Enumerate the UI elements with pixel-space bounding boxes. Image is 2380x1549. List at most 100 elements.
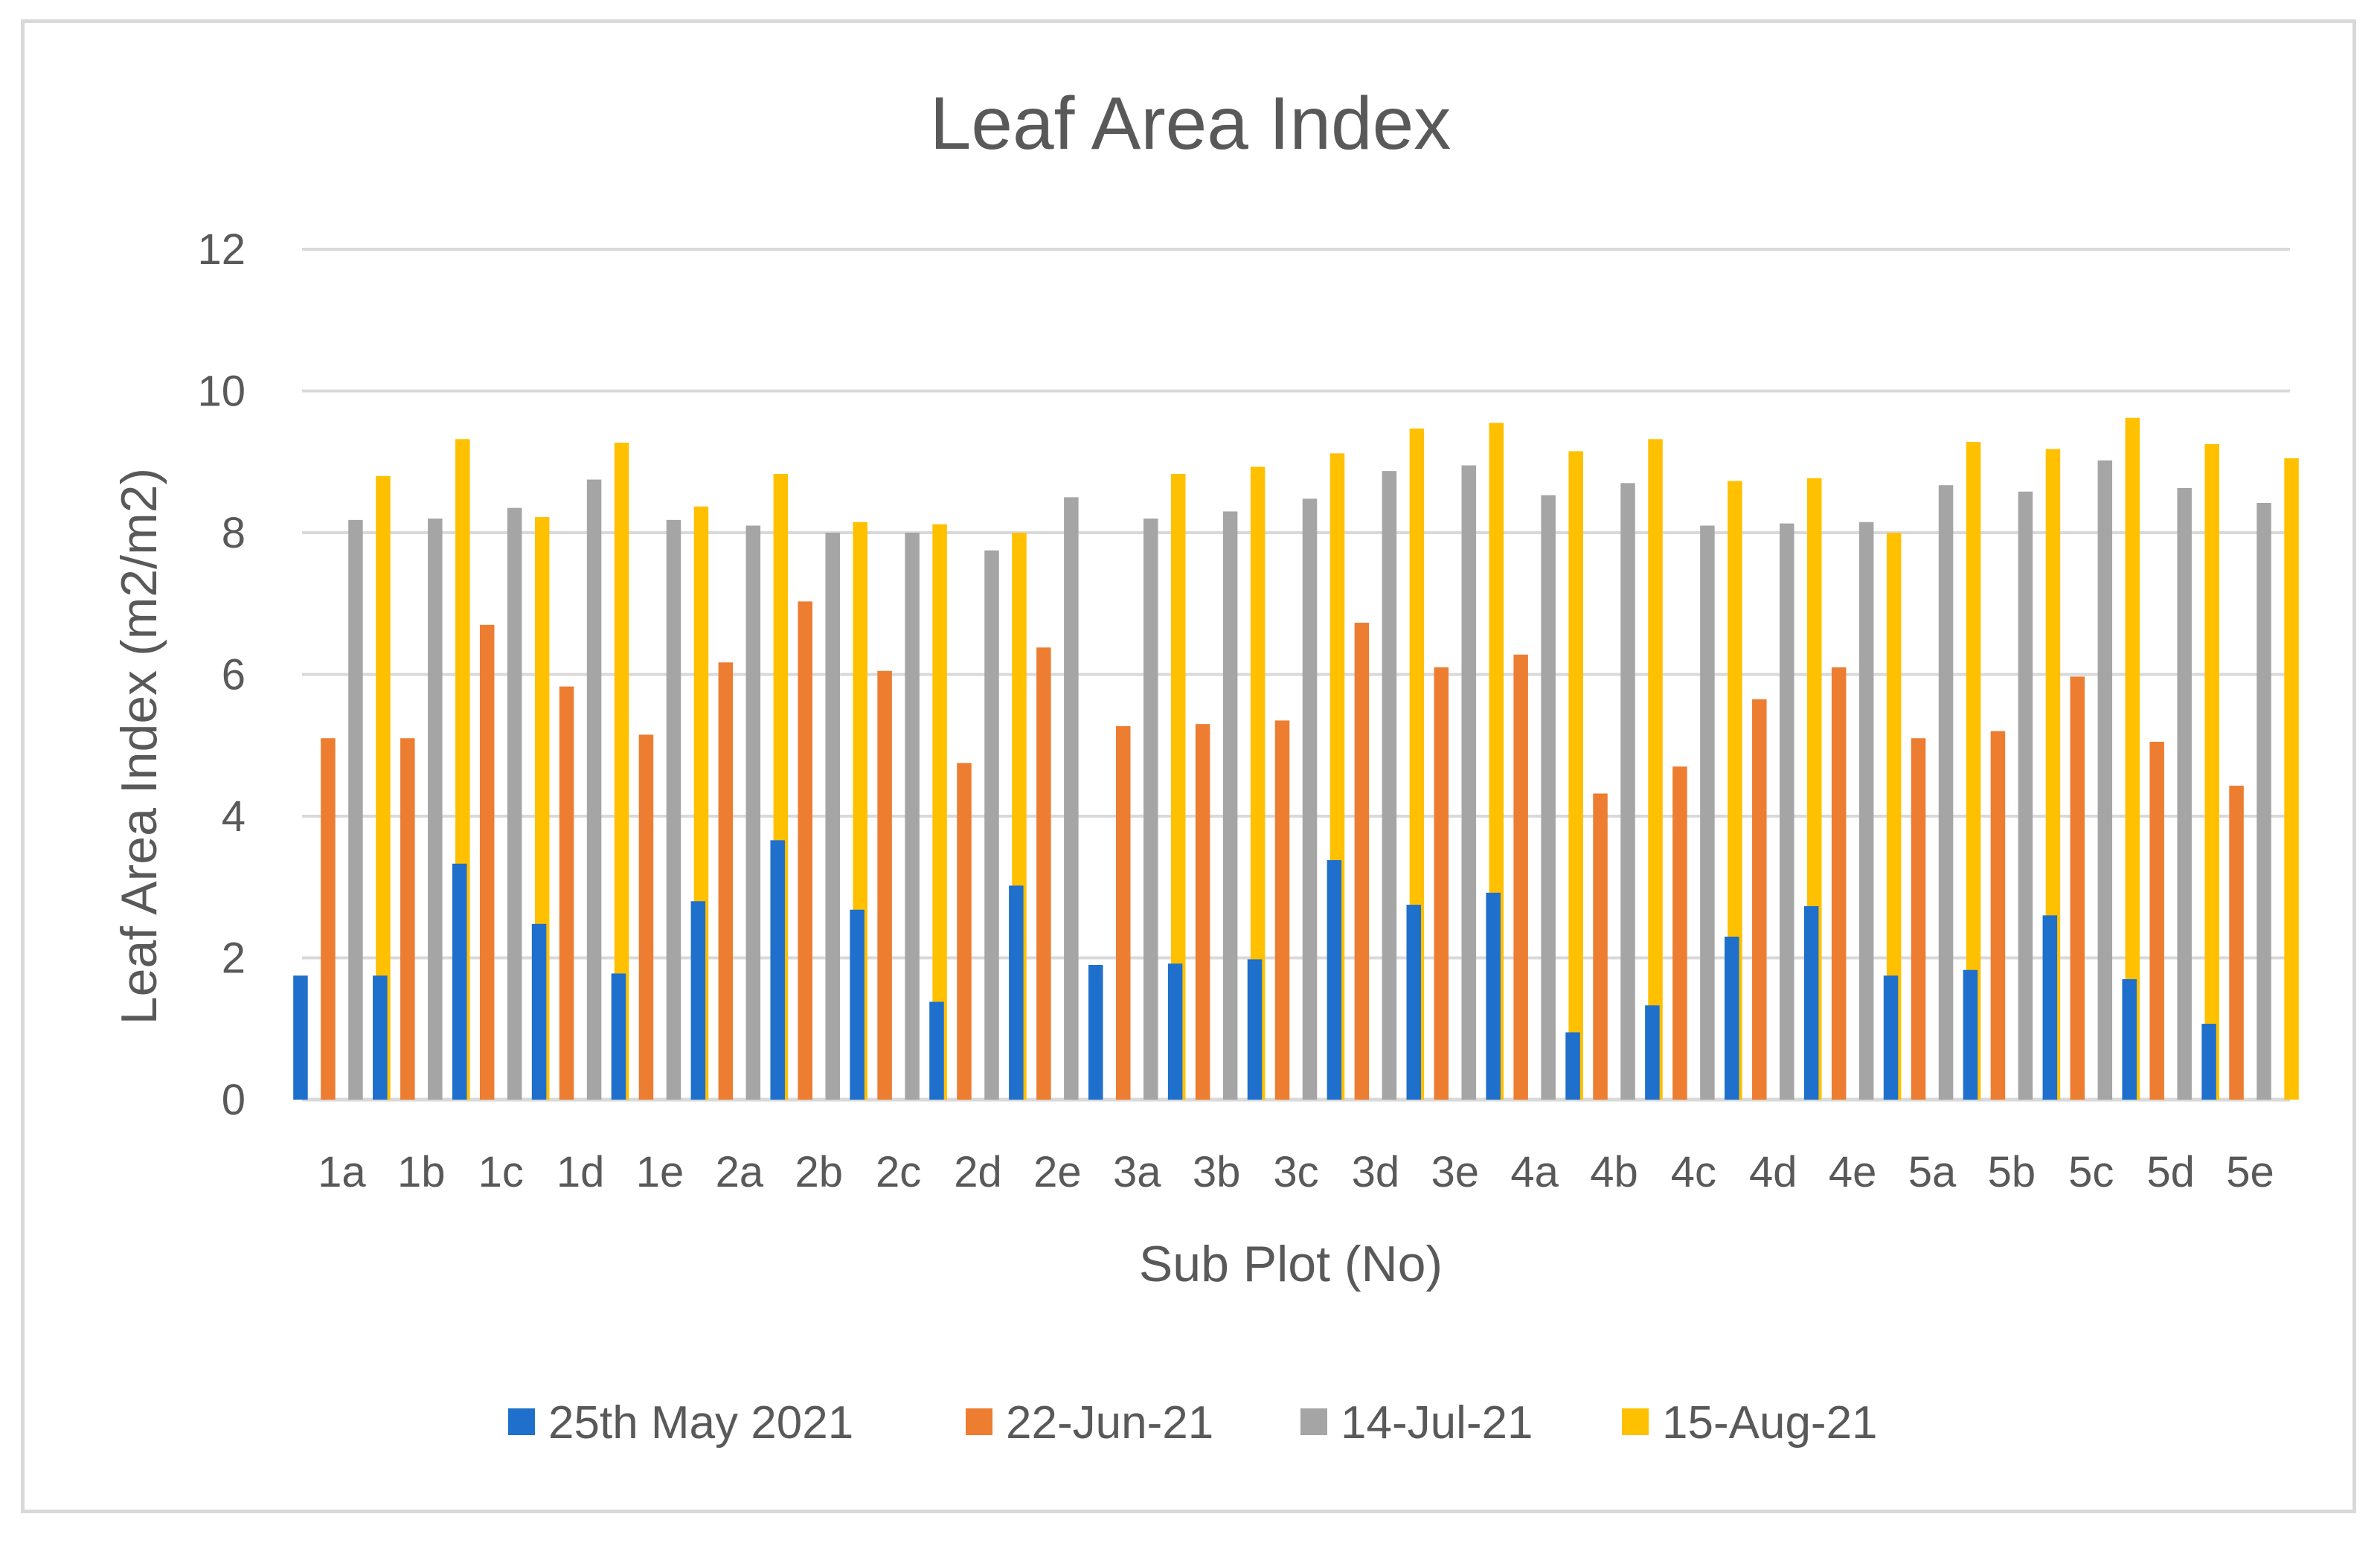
legend-swatch [1300,1408,1327,1435]
legend-swatch [966,1408,992,1435]
bar-5a-series-1 [1883,975,1899,1100]
bar-1b-series-3 [428,518,443,1100]
bar-5d-series-1 [2122,979,2137,1100]
bar-5e-series-3 [2256,502,2271,1100]
x-tick-label: 5a [1908,1148,1957,1196]
x-tick-label: 3b [1193,1148,1241,1196]
x-tick-label: 1e [636,1148,684,1196]
bar-3c-series-2 [1274,720,1290,1100]
bar-5c-series-2 [2070,676,2085,1100]
x-tick-label: 5b [1988,1148,2036,1196]
legend-swatch [508,1408,535,1435]
bar-4d-series-2 [1752,699,1767,1100]
bar-2a-series-2 [718,662,734,1100]
bar-4e-series-2 [1831,667,1847,1100]
bar-1a-series-2 [321,738,336,1100]
x-tick-label: 1a [318,1148,366,1196]
y-axis-title: Leaf Area Index (m2/m2) [111,468,167,1024]
bar-5d-series-2 [2149,741,2164,1100]
bar-4a-series-1 [1486,892,1501,1100]
legend-label: 15-Aug-21 [1662,1397,1878,1449]
y-tick-label: 10 [197,368,246,416]
bar-3a-series-3 [1143,518,1158,1100]
bar-2e-series-3 [1064,497,1079,1100]
bar-1e-series-2 [638,734,654,1100]
bar-4b-series-1 [1565,1032,1580,1100]
x-tick-label: 2a [716,1148,764,1196]
bar-3e-series-3 [1461,465,1477,1100]
bar-2e-series-2 [1036,647,1051,1100]
bar-1c-series-1 [452,863,467,1100]
bar-3d-series-3 [1382,471,1397,1100]
legend-label: 25th May 2021 [548,1397,853,1449]
bar-4e-series-4 [1886,533,1902,1100]
y-tick-label: 8 [222,509,246,557]
x-axis-title: Sub Plot (No) [1139,1236,1443,1292]
x-tick-label: 3e [1431,1148,1480,1196]
x-tick-label: 3c [1273,1148,1318,1196]
bar-3b-series-1 [1167,963,1183,1100]
bar-3d-series-1 [1327,860,1342,1100]
bar-5b-series-1 [1963,969,1978,1100]
x-tick-label: 4a [1510,1148,1559,1196]
bar-1c-series-3 [507,507,522,1100]
bar-2a-series-3 [745,525,761,1100]
y-tick-label: 6 [222,651,246,699]
bar-4a-series-3 [1541,495,1556,1100]
bar-2d-series-3 [984,550,999,1100]
bar-3a-series-1 [1088,965,1103,1100]
x-tick-label: 4d [1749,1148,1797,1196]
y-tick-label: 12 [197,225,246,274]
chart-title: Leaf Area Index [930,82,1452,165]
bar-1a-series-1 [293,975,308,1100]
x-tick-label: 5e [2226,1148,2274,1196]
bar-1e-series-3 [666,519,681,1100]
x-tick-label: 1b [397,1148,446,1196]
bar-2c-series-3 [905,533,920,1100]
y-tick-label: 4 [222,792,246,841]
legend-swatch [1622,1408,1649,1435]
bar-5e-series-4 [2284,458,2299,1100]
x-tick-label: 5c [2068,1148,2114,1196]
bar-1a-series-4 [376,475,391,1100]
x-tick-label: 4b [1590,1148,1638,1196]
bar-4c-series-2 [1672,766,1687,1100]
x-tick-label: 3a [1113,1148,1161,1196]
bar-1d-series-3 [586,479,602,1100]
bar-4a-series-2 [1513,654,1528,1100]
x-tick-label: 2c [876,1148,921,1196]
bar-3b-series-2 [1195,724,1210,1100]
legend: 25th May 2021 22-Jun-21 14-Jul-21 15-Aug-21 [508,1397,1878,1449]
x-tick-label: 2e [1033,1148,1082,1196]
bar-2d-series-2 [957,763,972,1100]
bar-2b-series-1 [770,840,785,1100]
bars [293,417,2299,1100]
gridlines [302,248,2290,1102]
bar-5b-series-3 [2018,491,2033,1100]
legend-label: 14-Jul-21 [1341,1397,1533,1449]
bar-3a-series-4 [1170,473,1186,1100]
bar-3e-series-1 [1406,905,1422,1100]
x-axis-ticks: 1a 1b 1c 1d 1e 2a 2b 2c 2d 2e 3a 3b 3c 3d 3e 4a 4b 4c 4d 4e… [318,1148,2274,1196]
bar-2b-series-3 [825,533,840,1100]
bar-4a-series-4 [1568,451,1583,1100]
bar-2c-series-1 [850,909,865,1100]
bar-1c-series-2 [479,624,495,1100]
bar-5a-series-2 [1911,738,1926,1100]
bar-3b-series-4 [1250,466,1266,1100]
bar-3e-series-2 [1434,667,1449,1100]
x-tick-label: 2b [795,1148,843,1196]
bar-1d-series-2 [559,686,574,1100]
bar-4e-series-3 [1858,522,1874,1100]
bar-5d-series-4 [2204,443,2219,1100]
bar-1e-series-1 [611,973,626,1100]
bar-5a-series-3 [1938,485,1954,1100]
bar-1b-series-2 [400,738,415,1100]
bar-4b-series-4 [1648,439,1663,1100]
x-tick-label: 4c [1671,1148,1716,1196]
bar-4b-series-3 [1620,483,1635,1100]
bar-4c-series-3 [1700,525,1715,1100]
bar-2a-series-1 [690,901,706,1100]
bar-1a-series-3 [348,519,363,1100]
